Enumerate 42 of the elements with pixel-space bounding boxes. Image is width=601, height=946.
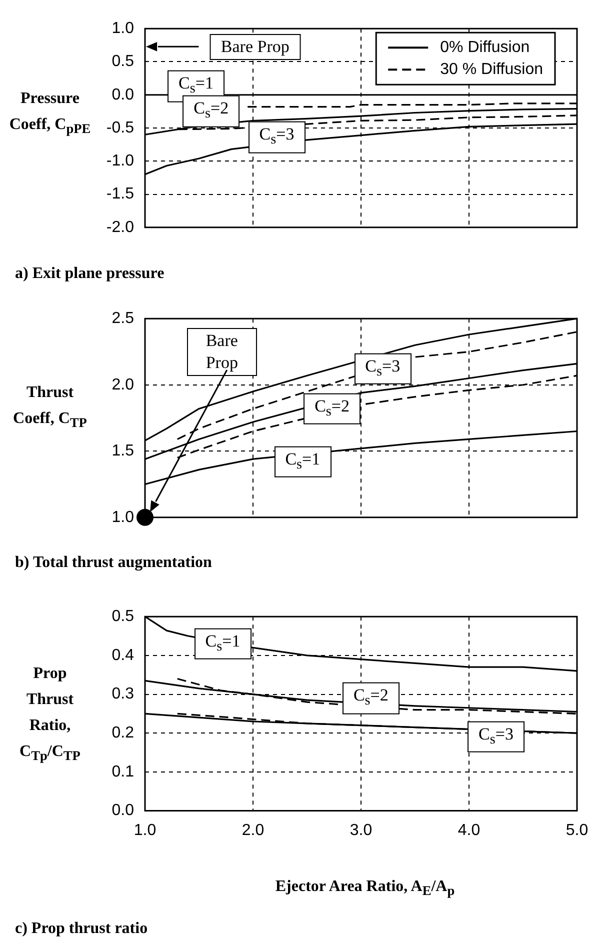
text: b) Total thrust augmentation <box>15 554 212 572</box>
y-tick-label: 2.0 <box>112 376 134 394</box>
y-tick-label: 0.5 <box>112 608 134 626</box>
y-axis-title: Pressure Coeff, C$_{pPE}$ <box>8 88 92 138</box>
annotation: C$_{s}$=3 <box>354 353 412 385</box>
y-tick-label: -0.5 <box>106 119 134 136</box>
x-tick-label: 5.0 <box>566 822 588 839</box>
annotation: C$_{s}$=3 <box>468 721 524 753</box>
y-tick-label: 0.4 <box>112 646 134 664</box>
x-axis-title: Ejector Area Ratio, A$_{E}$/A$_{p}$ <box>274 878 456 900</box>
x-tick-label: 3.0 <box>350 822 372 839</box>
y-tick-label: 0.0 <box>112 802 134 820</box>
x-tick-label: 1.0 <box>134 822 156 839</box>
y-tick-label: 1.5 <box>112 442 134 460</box>
annotation: Bare Prop <box>186 328 257 376</box>
text: a) Exit plane pressure <box>15 265 164 283</box>
annotation: C$_{s}$=1 <box>178 74 214 97</box>
y-axis-title: Thrust Coeff, C$_{TP}$ <box>12 382 88 432</box>
y-axis-title: Prop Thrust Ratio, C$_{Tp}$/C$_{TP}$ <box>18 664 82 766</box>
y-tick-label: 0.3 <box>112 686 134 703</box>
annotation: C$_{s}$=1 <box>274 446 332 478</box>
annotation: C$_{s}$=3 <box>248 122 306 154</box>
y-tick-label: 1.0 <box>112 508 134 526</box>
annotation: C$_{s}$=2 <box>304 392 361 424</box>
legend-label: 0% Diffusion <box>440 39 530 56</box>
annotation: C$_{s}$=2 <box>182 96 240 128</box>
y-tick-label: 0.2 <box>112 724 134 742</box>
y-tick-label: -1.0 <box>106 152 134 170</box>
y-tick-label: 0.1 <box>112 763 134 780</box>
x-tick-label: 2.0 <box>242 822 264 839</box>
y-tick-label: 1.0 <box>112 20 134 38</box>
x-tick-label: 4.0 <box>458 822 480 839</box>
annotation: Bare Prop <box>210 34 300 60</box>
y-tick-label: 0.0 <box>112 86 134 104</box>
text: c) Prop thrust ratio <box>15 920 148 938</box>
annotation: C$_{s}$=2 <box>342 682 400 714</box>
annotation: C$_{s}$=1 <box>194 628 252 660</box>
legend-label: 30 % Diffusion <box>440 61 543 78</box>
y-tick-label: 2.5 <box>112 310 134 328</box>
y-tick-label: 0.5 <box>112 53 134 70</box>
y-tick-label: -1.5 <box>106 186 134 203</box>
y-tick-label: -2.0 <box>106 218 134 236</box>
